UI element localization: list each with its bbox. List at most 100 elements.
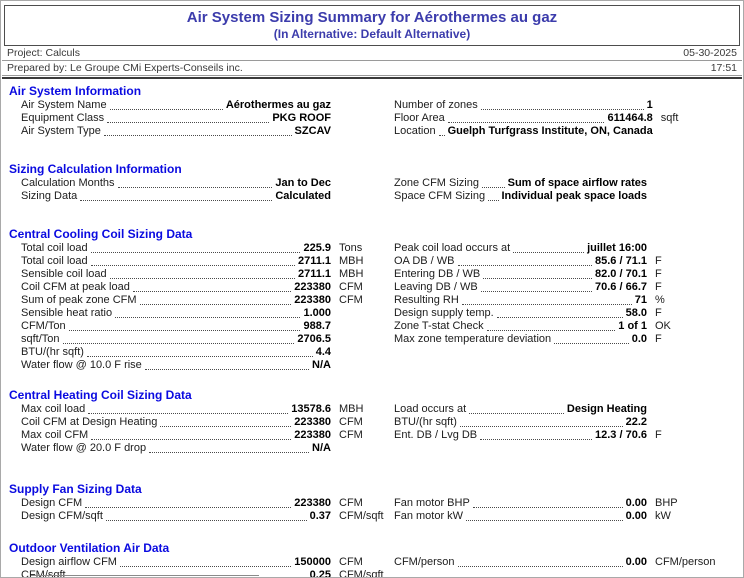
row-label: OA DB / WB: [394, 255, 455, 267]
row-unit: CFM/sqft: [339, 510, 384, 522]
report-title-box: Air System Sizing Summary for Aérotherme…: [4, 5, 740, 46]
section-column-left: Air System Name Aérothermes au gaz Equipme…: [9, 99, 394, 138]
dot-leader: [90, 252, 301, 253]
row-label: Sensible heat ratio: [21, 307, 113, 319]
report-row: Sum of peak zone CFM 223380 CFM: [21, 294, 394, 307]
dot-leader: [90, 265, 295, 266]
row-value: 0.37: [309, 510, 331, 522]
report-row: Leaving DB / WB 70.6 / 66.7 F: [394, 281, 717, 294]
dot-leader: [438, 135, 445, 136]
row-label: Air System Name: [21, 99, 107, 111]
dot-leader: [447, 122, 605, 123]
row-label: Coil CFM at Design Heating: [21, 416, 158, 428]
dot-leader: [466, 520, 623, 521]
dot-leader: [62, 343, 295, 344]
row-label: Water flow @ 10.0 F rise: [21, 359, 142, 371]
dot-leader: [472, 507, 623, 508]
report-row: Sensible heat ratio 1.000: [21, 307, 394, 320]
row-label: Design supply temp.: [394, 307, 494, 319]
section-outdoor-ventilation-air-data: Outdoor Ventilation Air Data Design airfl…: [9, 541, 735, 577]
row-label: Calculation Months: [21, 177, 115, 189]
section-column-left: Max coil load 13578.6 MBH Coil CFM at Desig…: [9, 403, 394, 455]
report-row: Total coil load 225.9 Tons: [21, 242, 394, 255]
row-label: BTU/(hr sqft): [21, 346, 84, 358]
dot-leader: [117, 187, 273, 188]
dot-leader: [483, 278, 592, 279]
report-row: Total coil load 2711.1 MBH: [21, 255, 394, 268]
report-row: Floor Area 611464.8 sqft: [394, 112, 723, 125]
row-label: Load occurs at: [394, 403, 467, 415]
row-unit: CFM: [339, 416, 363, 428]
report-time: 17:51: [710, 62, 737, 74]
row-unit: F: [655, 429, 662, 441]
row-value: 2706.5: [297, 333, 331, 345]
section-column-left: Design CFM 223380 CFM Design CFM/sqft 0.37 CF…: [9, 497, 394, 523]
row-value: Jan to Dec: [275, 177, 331, 189]
report-row: Sizing Data Calculated: [21, 190, 394, 203]
section-heading: Central Cooling Coil Sizing Data: [9, 227, 193, 241]
report-row: Zone T-stat Check 1 of 1 OK: [394, 320, 717, 333]
section-central-cooling-coil-sizing-data: Central Cooling Coil Sizing Data Total co…: [9, 227, 735, 372]
report-row: Fan motor BHP 0.00 BHP: [394, 497, 717, 510]
project-label: Project: Calculs: [7, 47, 80, 59]
row-label: Air System Type: [21, 125, 101, 137]
report-row: Number of zones 1: [394, 99, 723, 112]
section-body: Max coil load 13578.6 MBH Coil CFM at Desig…: [9, 403, 735, 455]
section-body: Design airflow CFM 150000 CFM CFM/sqft 0.25 C…: [9, 556, 735, 577]
report-row: Sensible coil load 2711.1 MBH: [21, 268, 394, 281]
dot-leader: [461, 304, 632, 305]
dot-leader: [481, 187, 505, 188]
dot-leader: [457, 265, 592, 266]
report-row: Design supply temp. 58.0 F: [394, 307, 717, 320]
row-unit: CFM: [339, 429, 363, 441]
row-label: Total coil load: [21, 242, 88, 254]
row-label: CFM/Ton: [21, 320, 66, 332]
row-label: Space CFM Sizing: [394, 190, 486, 202]
row-unit: F: [655, 281, 662, 293]
row-unit: kW: [655, 510, 671, 522]
row-value: 0.00: [625, 497, 647, 509]
row-unit: sqft: [660, 112, 679, 124]
row-value: N/A: [312, 442, 331, 454]
row-label: Water flow @ 20.0 F drop: [21, 442, 147, 454]
row-label: Fan motor BHP: [394, 497, 470, 509]
report-row: CFM/person 0.00 CFM/person: [394, 556, 717, 569]
row-unit: MBH: [339, 268, 364, 280]
dot-leader: [488, 200, 499, 201]
report-row: Max zone temperature deviation 0.0 F: [394, 333, 717, 346]
row-value: 58.0: [625, 307, 647, 319]
row-unit: CFM: [339, 281, 363, 293]
section-heading: Supply Fan Sizing Data: [9, 482, 142, 496]
row-unit: CFM/person: [655, 556, 716, 568]
report-row: Ent. DB / Lvg DB 12.3 / 70.6 F: [394, 429, 717, 442]
row-unit: Tons: [339, 242, 363, 254]
row-unit: BHP: [655, 497, 678, 509]
row-value: Individual peak space loads: [501, 190, 648, 202]
prepared-by-label: Prepared by: Le Groupe CMi Experts-Conse…: [7, 62, 243, 74]
row-value: Guelph Turfgrass Institute, ON, Canada: [447, 125, 653, 137]
row-label: BTU/(hr sqft): [394, 416, 457, 428]
dot-leader: [109, 278, 295, 279]
report-row: Calculation Months Jan to Dec: [21, 177, 394, 190]
row-value: 0.0: [631, 333, 647, 345]
row-label: sqft/Ton: [21, 333, 60, 345]
section-body: Design CFM 223380 CFM Design CFM/sqft 0.37 CF…: [9, 497, 735, 523]
report-row: sqft/Ton 2706.5: [21, 333, 394, 346]
row-unit: %: [655, 294, 665, 306]
report-row: CFM/sqft 0.25 CFM/sqft: [21, 569, 394, 577]
row-unit: F: [655, 255, 662, 267]
section-column-right: Number of zones 1 Floor Area 611464.8 sqft Lo…: [394, 99, 741, 138]
section-column-left: Calculation Months Jan to Dec Sizing Data C…: [9, 177, 394, 203]
report-row: Fan motor kW 0.00 kW: [394, 510, 717, 523]
report-row: Space CFM Sizing Individual peak space lo…: [394, 190, 717, 203]
row-label: Ent. DB / Lvg DB: [394, 429, 478, 441]
row-label: Leaving DB / WB: [394, 281, 478, 293]
report-row: Resulting RH 71%: [394, 294, 717, 307]
row-label: Max coil load: [21, 403, 86, 415]
dot-leader: [132, 291, 292, 292]
dot-leader: [119, 566, 292, 567]
report-row: BTU/(hr sqft) 22.2: [394, 416, 717, 429]
report-row: Zone CFM Sizing Sum of space airflow rate…: [394, 177, 717, 190]
row-value: 71: [634, 294, 647, 306]
section-supply-fan-sizing-data: Supply Fan Sizing Data Design CFM 223380 CF…: [9, 482, 735, 523]
